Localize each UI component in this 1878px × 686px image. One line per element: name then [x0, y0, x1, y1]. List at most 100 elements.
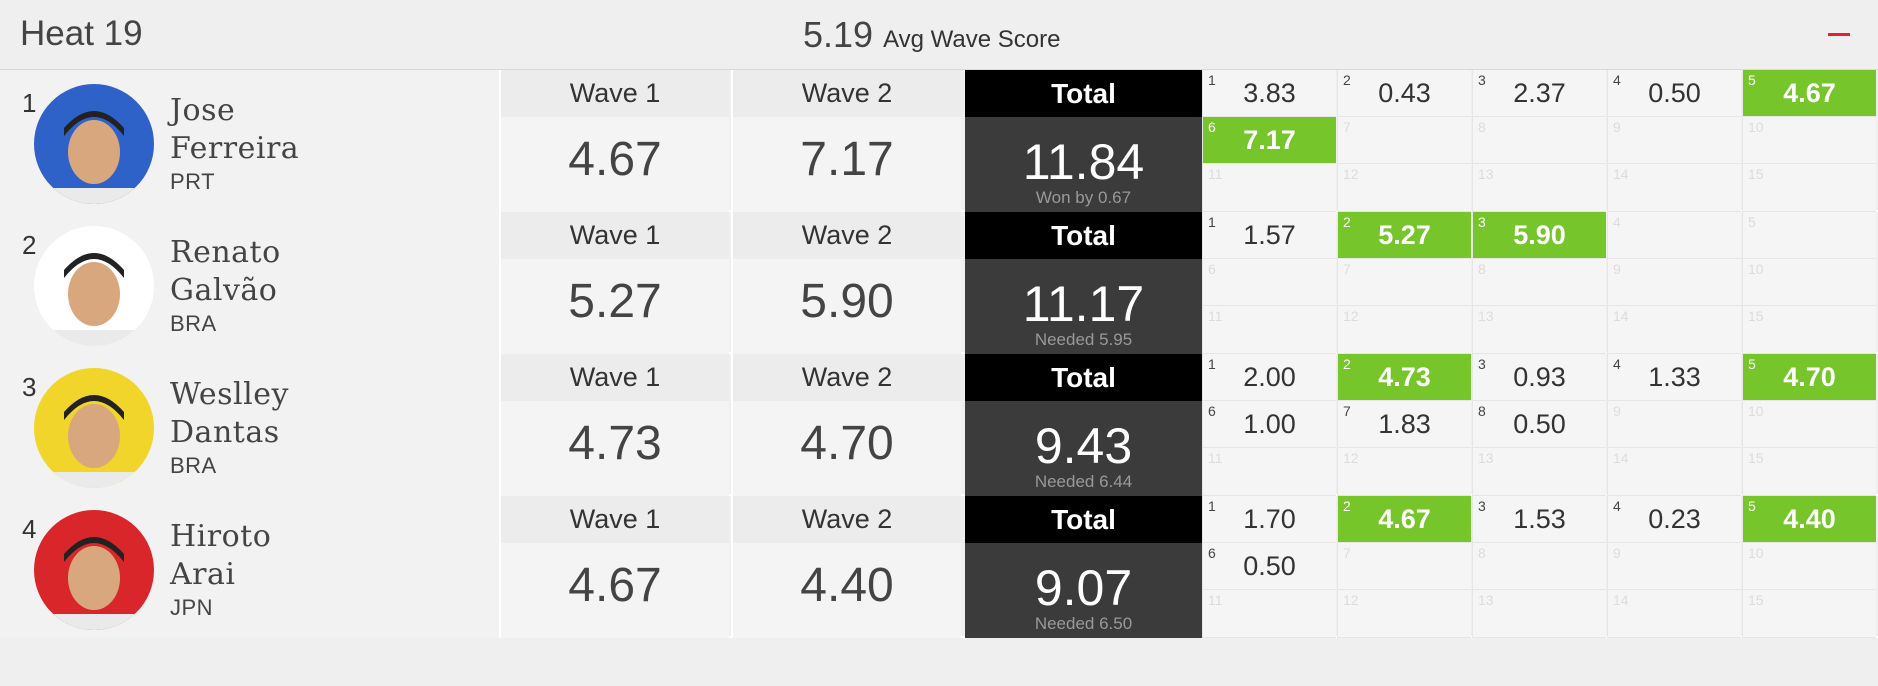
wave-cell[interactable]: 11	[1202, 448, 1336, 496]
wave-cell[interactable]: 6	[1202, 259, 1336, 306]
surfer-name: Jose Ferreira	[170, 92, 299, 168]
surfer-country: BRA	[170, 311, 217, 336]
wave-cell[interactable]: 15	[1742, 590, 1876, 638]
wave-2-score: 4.40	[800, 559, 894, 612]
wave-cell[interactable]: 13	[1472, 306, 1606, 354]
surfer-info: 1 Jose Ferreira PRT	[0, 70, 499, 212]
wave-cell[interactable]: 1 3.83	[1202, 70, 1336, 117]
wave-cell[interactable]: 9	[1607, 401, 1741, 448]
wave-number: 7	[1343, 403, 1351, 419]
total-note: Needed 6.50	[1034, 614, 1133, 633]
wave-number: 7	[1343, 119, 1351, 135]
wave-cell[interactable]: 7	[1337, 543, 1471, 590]
wave-cell[interactable]: 5 4.70	[1742, 354, 1876, 401]
wave-cell[interactable]: 4 0.50	[1607, 70, 1741, 117]
wave-cell[interactable]: 9	[1607, 543, 1741, 590]
wave-cell[interactable]: 3 2.37	[1472, 70, 1606, 117]
wave-score: 5.90	[1513, 220, 1566, 250]
wave-cell[interactable]: 10	[1742, 401, 1876, 448]
wave-cell[interactable]: 11	[1202, 590, 1336, 638]
wave-cell[interactable]: 5 4.40	[1742, 496, 1876, 543]
wave-cell[interactable]: 10	[1742, 117, 1876, 164]
surfer-row: 1 Jose Ferreira PRT Wave 1 4.67 Wave 2 7.17 Tota…	[0, 70, 1878, 212]
wave-cell[interactable]: 4	[1607, 212, 1741, 259]
wave-cell[interactable]: 11	[1202, 164, 1336, 212]
wave-2-label: Wave 2	[733, 354, 961, 401]
wave-2-label: Wave 2	[733, 496, 961, 543]
wave-cell[interactable]: 14	[1607, 164, 1741, 212]
wave-number: 14	[1613, 308, 1629, 324]
wave-number: 2	[1343, 214, 1351, 230]
surfer-country: JPN	[170, 595, 214, 620]
wave-number: 3	[1478, 214, 1486, 230]
wave-1-score: 5.27	[568, 275, 662, 328]
wave-cell[interactable]: 8	[1472, 543, 1606, 590]
wave-cell[interactable]: 14	[1607, 590, 1741, 638]
wave-cell[interactable]: 7 1.83	[1337, 401, 1471, 448]
wave-cell[interactable]: 4 1.33	[1607, 354, 1741, 401]
wave-cell[interactable]: 4 0.23	[1607, 496, 1741, 543]
wave-score: 0.93	[1513, 362, 1566, 392]
wave-score: 4.67	[1378, 504, 1431, 534]
wave-number: 8	[1478, 261, 1486, 277]
wave-cell[interactable]: 5 4.67	[1742, 70, 1876, 117]
surfer-rank: 1	[22, 88, 37, 118]
wave-number: 9	[1613, 545, 1621, 561]
wave-cell[interactable]: 5	[1742, 212, 1876, 259]
wave-cell[interactable]: 8	[1472, 117, 1606, 164]
wave-number: 1	[1208, 72, 1216, 88]
wave-number: 1	[1208, 498, 1216, 514]
wave-cell[interactable]: 12	[1337, 164, 1471, 212]
wave-cell[interactable]: 10	[1742, 543, 1876, 590]
wave-cell[interactable]: 14	[1607, 448, 1741, 496]
wave-cell[interactable]: 9	[1607, 117, 1741, 164]
surfer-first-name: Jose	[170, 93, 236, 128]
wave-cell[interactable]: 6 1.00	[1202, 401, 1336, 448]
avatar	[34, 84, 154, 204]
wave-cell[interactable]: 1 1.57	[1202, 212, 1336, 259]
wave-cell[interactable]: 2 5.27	[1337, 212, 1471, 259]
total-score: 9.07	[1034, 560, 1133, 616]
wave-cell[interactable]: 8	[1472, 259, 1606, 306]
total-note: Needed 6.44	[1034, 472, 1133, 491]
best-wave-1: Wave 1 5.27	[499, 212, 729, 354]
wave-cell[interactable]: 2 4.67	[1337, 496, 1471, 543]
surfer-name: Renato Galvão	[170, 234, 281, 310]
collapse-icon[interactable]	[1828, 33, 1850, 36]
wave-cell[interactable]: 2 4.73	[1337, 354, 1471, 401]
wave-cell[interactable]: 12	[1337, 306, 1471, 354]
wave-cell[interactable]: 12	[1337, 590, 1471, 638]
wave-cell[interactable]: 13	[1472, 590, 1606, 638]
wave-cell[interactable]: 7	[1337, 259, 1471, 306]
wave-cell[interactable]: 6 0.50	[1202, 543, 1336, 590]
wave-number: 13	[1478, 166, 1494, 182]
wave-cell[interactable]: 7	[1337, 117, 1471, 164]
surfer-rank: 2	[22, 230, 37, 260]
wave-cell[interactable]: 13	[1472, 164, 1606, 212]
wave-cell[interactable]: 9	[1607, 259, 1741, 306]
wave-cell[interactable]: 14	[1607, 306, 1741, 354]
wave-cell[interactable]: 15	[1742, 448, 1876, 496]
wave-cell[interactable]: 13	[1472, 448, 1606, 496]
wave-cell[interactable]: 10	[1742, 259, 1876, 306]
wave-number: 5	[1748, 356, 1756, 372]
wave-cell[interactable]: 15	[1742, 306, 1876, 354]
wave-cell[interactable]: 1 1.70	[1202, 496, 1336, 543]
total-score: 9.43	[1034, 418, 1133, 474]
wave-cell[interactable]: 11	[1202, 306, 1336, 354]
wave-number: 11	[1208, 450, 1223, 466]
wave-number: 12	[1343, 166, 1359, 182]
total-note: Won by 0.67	[1035, 188, 1132, 207]
wave-cell[interactable]: 8 0.50	[1472, 401, 1606, 448]
wave-cell[interactable]: 12	[1337, 448, 1471, 496]
wave-cell[interactable]: 2 0.43	[1337, 70, 1471, 117]
wave-number: 11	[1208, 166, 1223, 182]
wave-cell[interactable]: 1 2.00	[1202, 354, 1336, 401]
wave-cell[interactable]: 3 5.90	[1472, 212, 1606, 259]
wave-cell[interactable]: 6 7.17	[1202, 117, 1336, 164]
wave-cell[interactable]: 3 1.53	[1472, 496, 1606, 543]
wave-score: 1.83	[1378, 409, 1431, 439]
wave-cell[interactable]: 15	[1742, 164, 1876, 212]
wave-cell[interactable]: 3 0.93	[1472, 354, 1606, 401]
wave-score: 4.70	[1783, 362, 1836, 392]
